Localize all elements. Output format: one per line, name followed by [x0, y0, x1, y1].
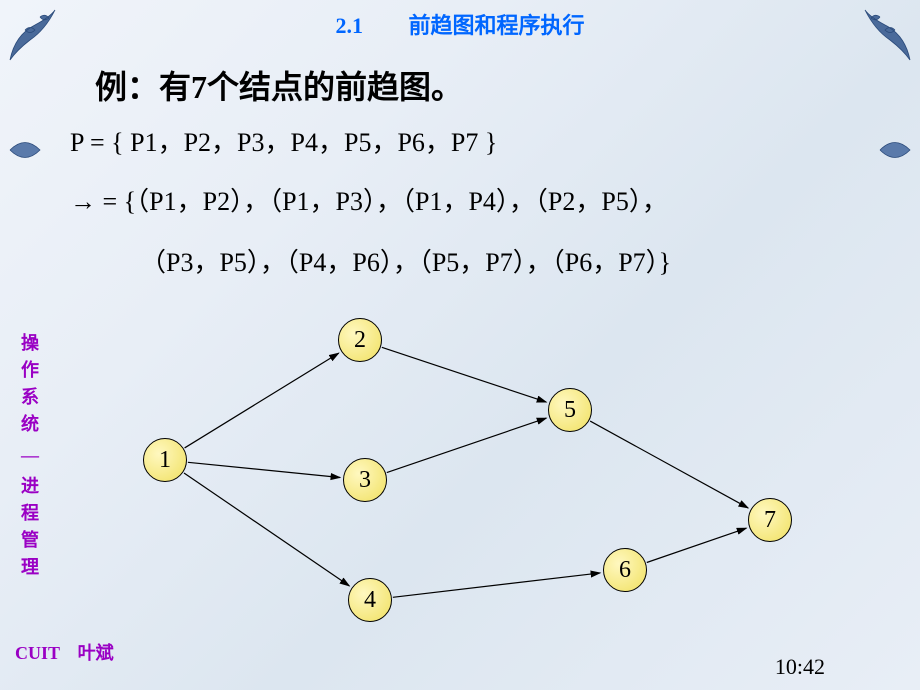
section-number: 2.1 [335, 13, 363, 38]
vertical-sidebar-label: 操作系统 — 进程管理 [15, 330, 45, 581]
arrow-relation-line2: （P3，P5），（P4，P6），（P5，P7），（P6，P7）} [70, 240, 860, 287]
graph-node-7: 7 [748, 498, 792, 542]
sidebar-separator: — [15, 442, 45, 469]
slide-header: 2.1 前趋图和程序执行 [0, 0, 920, 40]
arrow-relation-line1: → = {（P1，P2），（P1，P3），（P1，P4），（P2，P5）， [70, 179, 860, 226]
precedence-graph: 1 2 3 4 5 6 7 [120, 290, 840, 630]
sidebar-top-text: 操作系统 [15, 330, 45, 438]
floral-decoration-icon [855, 5, 915, 65]
graph-edge-6-7 [647, 528, 747, 562]
graph-node-6: 6 [603, 548, 647, 592]
footer-time: 10:42 [775, 654, 825, 680]
graph-node-1: 1 [143, 438, 187, 482]
leaf-decoration-icon [875, 130, 915, 170]
example-title: 例：有7个结点的前趋图。 [95, 62, 463, 108]
graph-node-3: 3 [343, 458, 387, 502]
definitions-block: P = { P1，P2，P3，P4，P5，P6，P7 } → = {（P1，P2… [70, 120, 860, 286]
graph-node-2: 2 [338, 318, 382, 362]
graph-edge-1-2 [185, 353, 339, 448]
graph-node-4: 4 [348, 578, 392, 622]
leaf-decoration-icon [5, 130, 45, 170]
p-set-definition: P = { P1，P2，P3，P4，P5，P6，P7 } [70, 120, 860, 167]
graph-edge-5-7 [590, 421, 748, 508]
footer-author: CUIT 叶斌 [15, 639, 114, 665]
graph-edge-4-6 [393, 573, 600, 597]
sidebar-bottom-text: 进程管理 [15, 473, 45, 581]
graph-node-5: 5 [548, 388, 592, 432]
graph-edge-1-3 [188, 462, 340, 477]
graph-edges [120, 290, 840, 630]
graph-edge-3-5 [387, 418, 547, 472]
graph-edge-2-5 [382, 347, 546, 402]
floral-decoration-icon [5, 5, 65, 65]
section-title: 前趋图和程序执行 [408, 13, 584, 38]
graph-edge-1-4 [184, 473, 349, 586]
